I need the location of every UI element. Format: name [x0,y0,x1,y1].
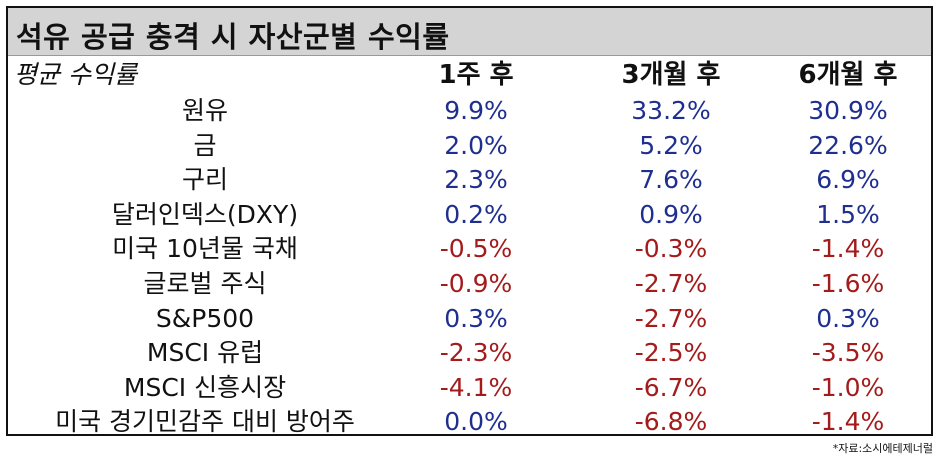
value-cell-3m: -0.3% [634,234,708,264]
value-cell-6m: 22.6% [808,130,888,160]
table-row: 글로벌 주식 -0.9% -2.7% -1.6% [8,267,931,301]
column-header-6m: 6개월 후 [798,60,898,90]
value-cell-3m: 7.6% [639,165,703,195]
title-bar: 석유 공급 충격 시 자산군별 수익률 [8,8,931,56]
header-row: 평균 수익률 1주 후 3개월 후 6개월 후 [8,58,931,92]
value-cell-1w: -4.1% [439,372,513,402]
value-cell-6m: -1.4% [811,234,885,264]
row-label: 미국 10년물 국채 [112,234,298,264]
value-cell-6m: 1.5% [816,199,880,229]
value-cell-1w: -0.9% [439,269,513,298]
value-cell-3m: -2.7% [634,269,708,298]
value-cell-6m: -1.4% [811,407,885,437]
value-cell-1w: 2.3% [444,165,508,195]
row-label: 금 [193,130,217,160]
row-label: 글로벌 주식 [143,269,267,298]
value-cell-1w: -2.3% [439,338,513,368]
value-cell-1w: -0.5% [439,234,513,264]
row-label: 미국 경기민감주 대비 방어주 [55,407,355,437]
table-row: S&P500 0.3% -2.7% 0.3% [8,302,931,336]
row-label: MSCI 유럽 [146,338,264,368]
value-cell-3m: -2.7% [634,303,708,333]
table-row: MSCI 신흥시장 -4.1% -6.7% -1.0% [8,371,931,405]
value-cell-6m: -1.0% [811,372,885,402]
row-label: 달러인덱스(DXY) [111,199,299,229]
value-cell-3m: -6.7% [634,372,708,402]
value-cell-1w: 2.0% [444,130,508,160]
value-cell-3m: -6.8% [634,407,708,437]
chart-title: 석유 공급 충격 시 자산군별 수익률 [16,20,450,54]
value-cell-6m: -1.6% [811,269,885,298]
column-header-1w: 1주 후 [438,60,514,90]
value-cell-6m: -3.5% [811,338,885,368]
table-row: MSCI 유럽 -2.3% -2.5% -3.5% [8,336,931,370]
value-cell-6m: 0.3% [816,303,880,333]
value-cell-6m: 6.9% [816,165,880,195]
value-cell-3m: -2.5% [634,338,708,368]
value-cell-1w: 0.0% [444,407,508,437]
table-row: 원유 9.9% 33.2% 30.9% [8,94,931,128]
row-label: MSCI 신흥시장 [123,372,287,402]
value-cell-1w: 9.9% [444,96,508,125]
row-label: S&P500 [155,303,255,333]
value-cell-3m: 33.2% [631,96,711,125]
row-label: 원유 [181,96,228,125]
row-label: 구리 [181,165,228,195]
table-row: 미국 10년물 국채 -0.5% -0.3% -1.4% [8,232,931,266]
row-header: 평균 수익률 [14,60,137,89]
value-cell-1w: 0.3% [444,303,508,333]
table-row: 달러인덱스(DXY) 0.2% 0.9% 1.5% [8,198,931,232]
column-header-3m: 3개월 후 [621,60,721,90]
table-frame: 석유 공급 충격 시 자산군별 수익률 평균 수익률 1주 후 3개월 후 6개… [6,6,933,436]
value-cell-6m: 30.9% [808,96,888,125]
table-row: 미국 경기민감주 대비 방어주 0.0% -6.8% -1.4% [8,405,931,439]
value-cell-3m: 5.2% [639,130,703,160]
value-cell-3m: 0.9% [639,199,703,229]
source-note: *자료:소시에테제너럴 [832,442,933,455]
table-row: 금 2.0% 5.2% 22.6% [8,129,931,163]
value-cell-1w: 0.2% [444,199,508,229]
table-row: 구리 2.3% 7.6% 6.9% [8,163,931,197]
